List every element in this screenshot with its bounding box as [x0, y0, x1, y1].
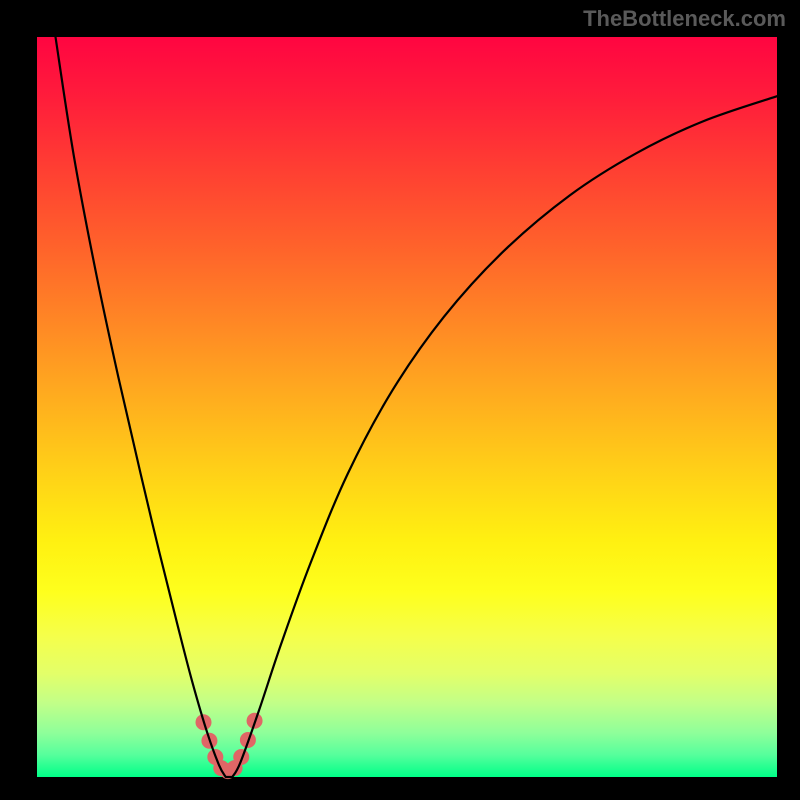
watermark-text: TheBottleneck.com	[583, 6, 786, 32]
plot-background-gradient	[37, 37, 777, 777]
chart-canvas: TheBottleneck.com	[0, 0, 800, 800]
